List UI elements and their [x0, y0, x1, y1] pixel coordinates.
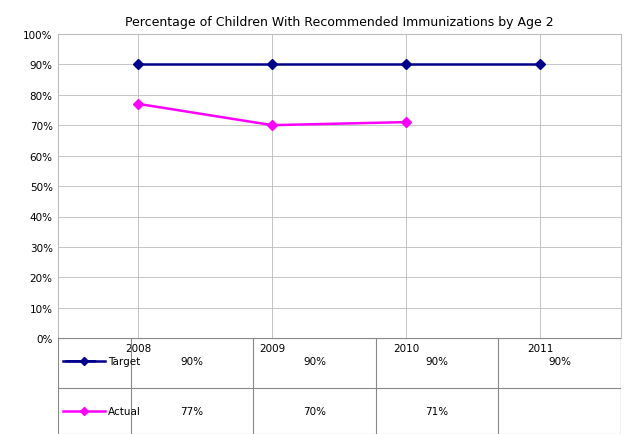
- Text: 90%: 90%: [303, 356, 326, 366]
- Text: 70%: 70%: [303, 406, 326, 416]
- Text: 90%: 90%: [180, 356, 204, 366]
- Text: 77%: 77%: [180, 406, 204, 416]
- Text: 90%: 90%: [426, 356, 449, 366]
- Text: 90%: 90%: [548, 356, 571, 366]
- Text: 71%: 71%: [426, 406, 449, 416]
- Title: Percentage of Children With Recommended Immunizations by Age 2: Percentage of Children With Recommended …: [125, 16, 554, 30]
- Text: Actual: Actual: [108, 406, 141, 416]
- Text: Target: Target: [108, 356, 141, 366]
